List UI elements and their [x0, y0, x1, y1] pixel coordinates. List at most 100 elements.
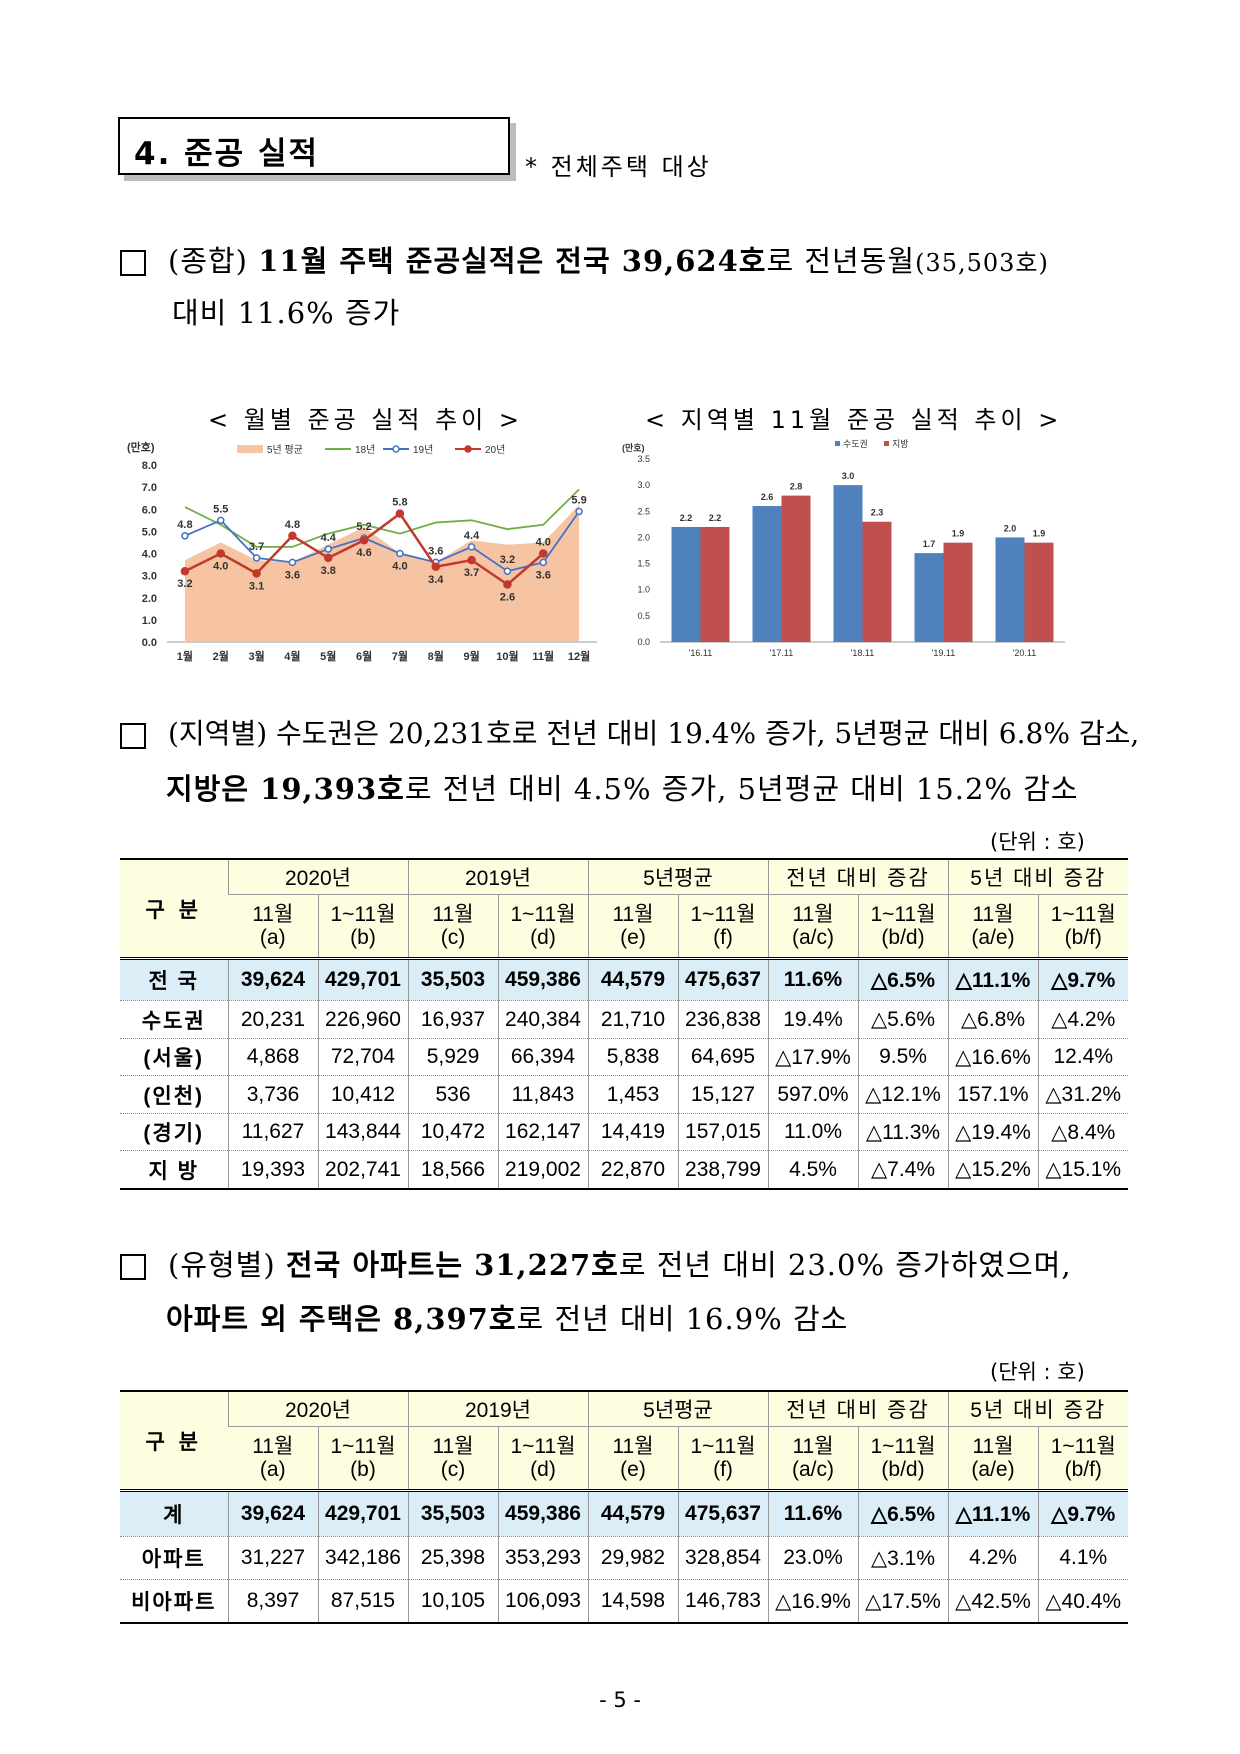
chart1-data-label: 5.5: [213, 503, 228, 515]
chart1-data-label: 3.2: [500, 554, 515, 566]
table-cell: 1,453: [587, 1075, 678, 1114]
checkbox-bullet: [120, 1254, 146, 1280]
chart1-legend-label: 18년: [355, 444, 375, 456]
row-label: 수도권: [120, 1000, 228, 1039]
chart2-bar: [1024, 542, 1054, 642]
table-cell: 429,701: [317, 1489, 408, 1537]
header-sub-code: (a): [259, 926, 286, 949]
chart1-data-label: 3.2: [177, 578, 192, 590]
chart1-point: [252, 554, 261, 562]
table-cell: 66,394: [497, 1038, 588, 1076]
type-tag: (유형별): [168, 1248, 286, 1282]
table-cell: 9.5%: [857, 1038, 948, 1076]
table-cell: 39,624: [227, 1489, 318, 1537]
table-cell: 162,147: [497, 1113, 588, 1151]
chart2-bar: [700, 526, 730, 642]
table-cell: 22,870: [587, 1150, 678, 1190]
chart1-data-label: 3.6: [536, 569, 551, 581]
chart2-y-tick: 2.0: [637, 532, 650, 542]
table-cell: 475,637: [677, 1489, 768, 1537]
header-group: 전년 대비 증감: [767, 858, 948, 895]
table-cell: 106,093: [497, 1579, 588, 1624]
chart2-data-label: 2.6: [761, 492, 774, 502]
chart2-y-tick: 0.0: [637, 637, 650, 647]
table-cell: 11.6%: [767, 1489, 858, 1537]
header-sub-period: 11월: [252, 903, 294, 926]
row-label: (인천): [120, 1075, 228, 1114]
chart1-y-tick: 5.0: [142, 526, 157, 538]
table-cell: △7.4%: [857, 1150, 948, 1190]
chart1-x-tick: 6월: [356, 649, 372, 662]
chart1-legend-label: 5년 평균: [267, 444, 303, 456]
region-text: (지역별) 수도권은 20,231호로 전년 대비 19.4% 증가, 5년평균…: [168, 717, 1140, 750]
header-sub: 11월 (a/e): [947, 1426, 1038, 1491]
header-sub: 11월 (a/c): [767, 894, 858, 959]
chart1-data-label: 4.0: [536, 537, 551, 549]
table-cell: △17.5%: [857, 1579, 948, 1624]
chart1-data-label: 5.9: [571, 494, 586, 506]
row-label: 아파트: [120, 1536, 228, 1580]
header-group: 2019년: [407, 1390, 588, 1427]
header-sub-code: (d): [530, 926, 556, 949]
table-cell: △40.4%: [1037, 1579, 1128, 1624]
table-cell: 342,186: [317, 1536, 408, 1580]
table-cell: △6.8%: [947, 1000, 1038, 1039]
chart1-data-label: 4.0: [213, 561, 228, 573]
chart2-x-tick: '16.11: [689, 648, 713, 658]
summary-text: 로 전년동월: [766, 244, 916, 278]
summary-tag: (종합): [168, 244, 259, 278]
table-cell: 39,624: [227, 957, 318, 1001]
header-sub: 1~11월 (b/f): [1037, 1426, 1128, 1491]
table-cell: △6.5%: [857, 957, 948, 1001]
chart2-y-tick: 3.0: [637, 480, 650, 490]
table-cell: 10,472: [407, 1113, 498, 1151]
page-number: - 5 -: [599, 1688, 641, 1712]
table-cell: △11.1%: [947, 1489, 1038, 1537]
summary-prev-count: (35,503호): [915, 249, 1049, 277]
row-label: 비아파트: [120, 1579, 228, 1624]
chart2-unit-label: (만호): [622, 442, 645, 453]
header-sub-period: 11월: [792, 1435, 834, 1458]
table-cell: △6.5%: [857, 1489, 948, 1537]
chart2-data-label: 1.9: [952, 529, 965, 539]
chart1-point: [359, 535, 369, 545]
chart1-title: < 월별 준공 실적 추이 >: [208, 406, 524, 434]
chart1-data-label: 4.8: [285, 519, 300, 531]
table-cell: 143,844: [317, 1113, 408, 1151]
table-cell: 219,002: [497, 1150, 588, 1190]
table-cell: 11.6%: [767, 957, 858, 1001]
header-sub-code: (a/c): [792, 926, 834, 949]
header-sub-period: 1~11월: [870, 1435, 936, 1458]
summary-highlight: 11월 주택 준공실적은 전국 39,624호: [258, 244, 767, 278]
table-cell: 10,412: [317, 1075, 408, 1114]
table-cell: 18,566: [407, 1150, 498, 1190]
type-highlight2: 아파트 외 주택은 8,397호: [166, 1302, 517, 1336]
region-paragraph-line2: 지방은 19,393호로 전년 대비 4.5% 증가, 5년평균 대비 15.2…: [166, 766, 1079, 808]
header-sub-code: (f): [713, 926, 733, 949]
header-sub-period: 11월: [612, 903, 654, 926]
table-cell: 25,398: [407, 1536, 498, 1580]
chart1-y-tick: 0.0: [142, 637, 157, 649]
table-cell: 11.0%: [767, 1113, 858, 1151]
chart1-data-label: 3.4: [428, 574, 444, 586]
header-sub: 1~11월 (b/f): [1037, 894, 1128, 959]
table-cell: 459,386: [497, 1489, 588, 1537]
table-cell: △8.4%: [1037, 1113, 1128, 1151]
header-sub-period: 11월: [252, 1435, 294, 1458]
chart1-point: [252, 569, 261, 578]
chart1-data-label: 3.6: [428, 545, 443, 557]
chart1-x-tick: 9월: [463, 649, 479, 662]
regional-table: 구 분 2020년 2019년 5년평균 전년 대비 증감 5년 대비 증감 1…: [120, 858, 1128, 1190]
table-cell: 236,838: [677, 1000, 768, 1039]
header-sub-period: 11월: [792, 903, 834, 926]
chart1-y-tick: 7.0: [142, 482, 157, 494]
chart2-y-tick: 2.5: [637, 506, 650, 516]
header-sub-code: (d): [530, 1458, 556, 1481]
chart1-unit-label: (만호): [127, 440, 155, 454]
table-cell: 157,015: [677, 1113, 768, 1151]
chart2-x-tick: '18.11: [851, 648, 875, 658]
chart1-data-label: 5.2: [356, 521, 371, 533]
header-group: 전년 대비 증감: [767, 1390, 948, 1427]
table-cell: 64,695: [677, 1038, 768, 1076]
chart1-point: [539, 549, 548, 558]
